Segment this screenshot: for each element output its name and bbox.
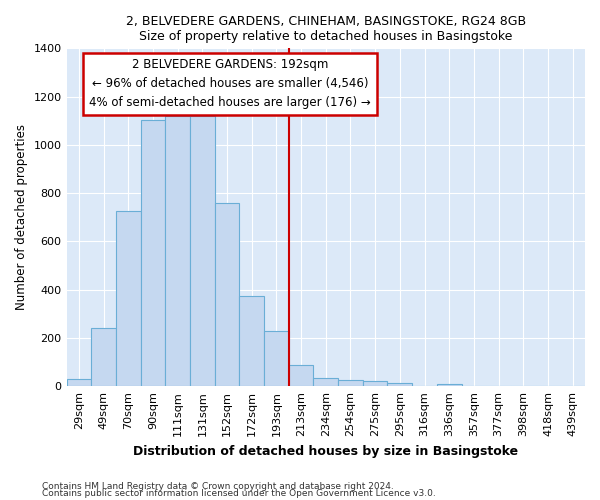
Bar — [190, 116, 215, 386]
Bar — [437, 384, 461, 386]
X-axis label: Distribution of detached houses by size in Basingstoke: Distribution of detached houses by size … — [133, 444, 518, 458]
Bar — [140, 120, 165, 386]
Text: 2 BELVEDERE GARDENS: 192sqm
← 96% of detached houses are smaller (4,546)
4% of s: 2 BELVEDERE GARDENS: 192sqm ← 96% of det… — [89, 58, 371, 110]
Text: Contains public sector information licensed under the Open Government Licence v3: Contains public sector information licen… — [42, 489, 436, 498]
Bar — [264, 331, 289, 386]
Bar — [165, 116, 190, 386]
Bar — [67, 379, 91, 386]
Bar — [289, 364, 313, 386]
Bar — [338, 380, 363, 386]
Title: 2, BELVEDERE GARDENS, CHINEHAM, BASINGSTOKE, RG24 8GB
Size of property relative : 2, BELVEDERE GARDENS, CHINEHAM, BASINGST… — [126, 15, 526, 43]
Bar — [239, 296, 264, 386]
Bar — [215, 203, 239, 386]
Y-axis label: Number of detached properties: Number of detached properties — [15, 124, 28, 310]
Bar — [313, 378, 338, 386]
Bar — [91, 328, 116, 386]
Bar — [388, 382, 412, 386]
Text: Contains HM Land Registry data © Crown copyright and database right 2024.: Contains HM Land Registry data © Crown c… — [42, 482, 394, 491]
Bar — [363, 382, 388, 386]
Bar — [116, 212, 140, 386]
